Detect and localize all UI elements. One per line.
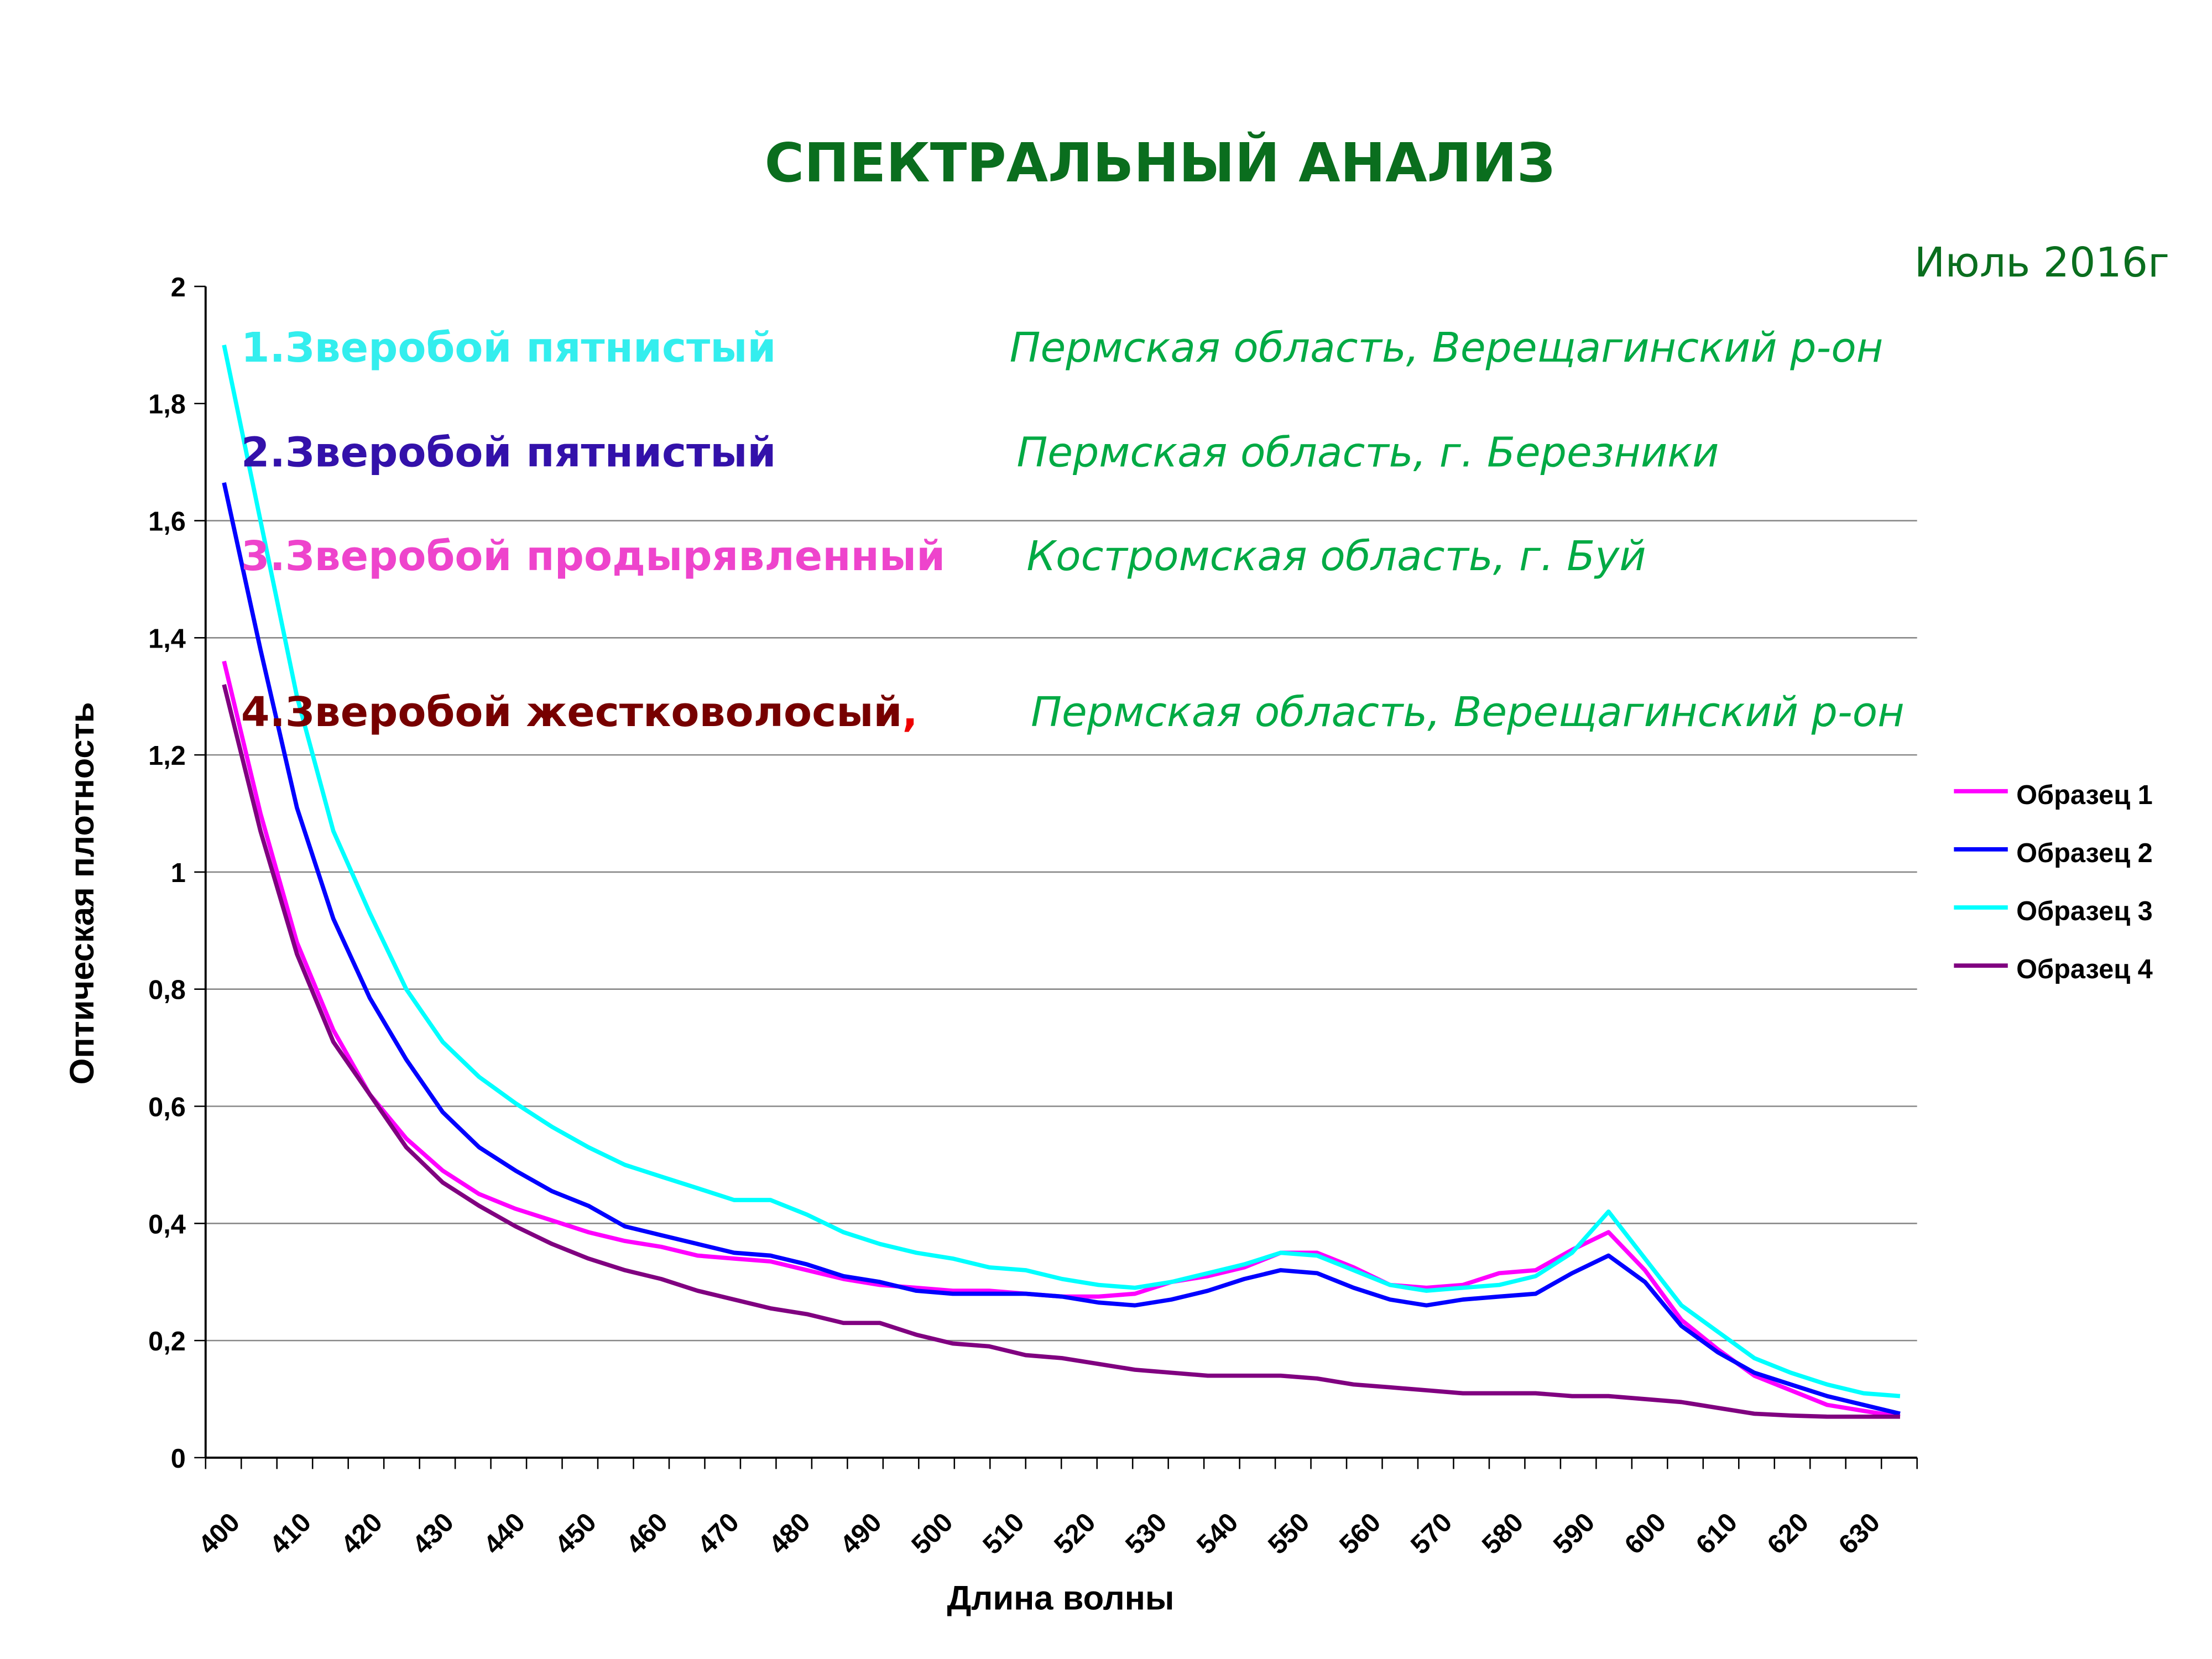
legend-label: Образец 2: [2016, 838, 2153, 868]
annotation-region: Пермская область, Верещагинский р-он: [1031, 688, 1905, 736]
y-axis-title: Оптическая плотность: [63, 702, 101, 1084]
annotation-region: Костромская область, г. Буй: [1026, 532, 1646, 580]
x-tick-label: 550: [1262, 1507, 1316, 1560]
x-tick-label: 470: [692, 1507, 745, 1560]
annotation-species: 4.Зверобой жестковолосый,: [241, 688, 918, 736]
x-tick-label: 490: [834, 1507, 888, 1560]
x-tick-label: 600: [1619, 1507, 1672, 1560]
x-tick-label: 560: [1334, 1507, 1387, 1560]
x-tick-label: 520: [1048, 1507, 1102, 1560]
x-tick-label: 460: [620, 1507, 674, 1560]
chart-subtitle: Июль 2016г: [1914, 238, 2169, 286]
x-tick-label: 630: [1833, 1507, 1886, 1560]
x-tick-label: 610: [1691, 1507, 1744, 1560]
y-tick-label: 0,4: [148, 1209, 186, 1239]
x-tick-label: 420: [335, 1507, 388, 1560]
series-line-3: [222, 345, 1901, 1399]
x-tick-label: 410: [264, 1507, 317, 1560]
annotations: 1.Зверобой пятнистый Пермская область, Ве…: [241, 324, 1905, 736]
y-tick-label: 0,2: [148, 1327, 186, 1357]
x-tick-label: 480: [763, 1507, 816, 1560]
y-tick-label: 1,4: [148, 624, 186, 654]
x-tick-label: 580: [1477, 1507, 1530, 1560]
legend-label: Образец 1: [2016, 780, 2153, 810]
x-tick-label: 530: [1120, 1507, 1173, 1560]
annotation-region: Пермская область, Верещагинский р-он: [1010, 324, 1884, 372]
y-tick-label: 1,2: [148, 741, 186, 771]
x-tick-label: 500: [906, 1507, 959, 1560]
chart-title: СПЕКТРАЛЬНЫЙ АНАЛИЗ: [765, 131, 1556, 194]
annotation-species: 1.Зверобой пятнистый: [241, 324, 776, 372]
x-tick-label: 440: [478, 1507, 531, 1560]
y-tick-label: 0,6: [148, 1092, 186, 1122]
x-tick-label: 570: [1405, 1507, 1458, 1560]
y-tick-label: 1,6: [148, 507, 186, 536]
y-tick-label: 0: [171, 1444, 186, 1474]
annotation-region: Пермская область, г. Березники: [1016, 429, 1719, 477]
legend-label: Образец 4: [2016, 954, 2153, 984]
y-tick-label: 1,8: [148, 390, 186, 420]
legend-box: [1942, 758, 2205, 990]
x-tick-label: 430: [406, 1507, 460, 1560]
legend-label: Образец 3: [2016, 896, 2153, 926]
series-line-2: [222, 482, 1901, 1416]
x-axis-title: Длина волны: [947, 1579, 1174, 1617]
y-tick-label: 0,8: [148, 975, 186, 1005]
x-tick-label: 590: [1548, 1507, 1601, 1560]
annotation-species: 3.Зверобой продырявленный: [241, 532, 945, 580]
gridlines: [205, 520, 1917, 1342]
x-tick-label: 540: [1191, 1507, 1244, 1560]
series-line-4: [222, 684, 1900, 1419]
annotation-species: 2.Зверобой пятнистый: [241, 429, 776, 477]
series-lines: [222, 345, 1901, 1419]
annotation-suffix: ,: [902, 688, 918, 736]
legend: Образец 1 Образец 2 Образец 3 Образец 4: [1942, 758, 2205, 990]
y-tick-label: 2: [171, 273, 186, 302]
x-tick-label: 510: [977, 1507, 1030, 1560]
x-tick-label: 620: [1762, 1507, 1815, 1560]
series-line-1: [222, 660, 1901, 1419]
y-tick-label: 1: [171, 858, 186, 888]
x-tick-label: 400: [193, 1507, 246, 1560]
x-tick-label: 450: [549, 1507, 602, 1560]
